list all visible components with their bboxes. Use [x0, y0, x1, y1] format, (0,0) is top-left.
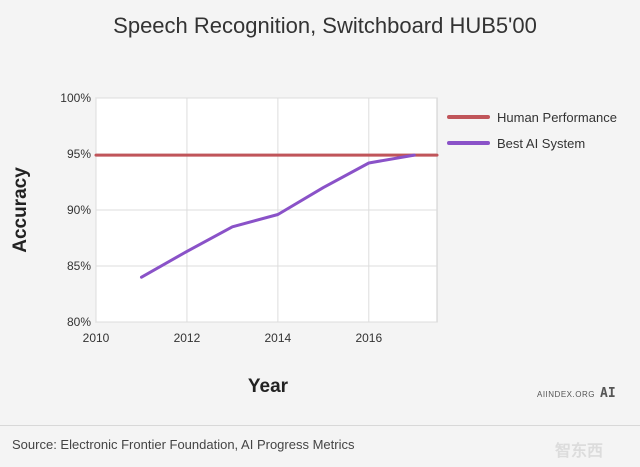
chart-title: Speech Recognition, Switchboard HUB5'00: [113, 13, 537, 38]
y-tick-label: 85%: [67, 259, 91, 273]
site-credit: AIINDEX.ORG: [537, 390, 595, 399]
series-layer: [94, 153, 439, 279]
y-tick-label: 100%: [60, 91, 91, 105]
x-tick-label: 2012: [174, 331, 201, 345]
footer-divider: [0, 425, 640, 426]
x-tick-label: 2010: [83, 331, 110, 345]
y-tick-label: 80%: [67, 315, 91, 329]
y-axis-title: Accuracy: [10, 167, 31, 253]
series-line-1: [140, 153, 416, 279]
x-axis-ticks: 2010 2012 2014 2016: [83, 331, 383, 345]
y-axis-ticks: 80% 85% 90% 95% 100%: [60, 91, 91, 329]
ai-index-logo: AI: [600, 386, 616, 401]
legend-label-0: Human Performance: [497, 110, 617, 125]
watermark: 智东西: [555, 443, 604, 460]
x-tick-label: 2014: [265, 331, 292, 345]
legend-label-1: Best AI System: [497, 136, 585, 151]
x-tick-label: 2016: [355, 331, 382, 345]
y-tick-label: 90%: [67, 203, 91, 217]
x-axis-title: Year: [248, 376, 289, 397]
source-note: Source: Electronic Frontier Foundation, …: [12, 437, 355, 452]
legend: Human Performance Best AI System: [447, 110, 617, 151]
y-tick-label: 95%: [67, 147, 91, 161]
